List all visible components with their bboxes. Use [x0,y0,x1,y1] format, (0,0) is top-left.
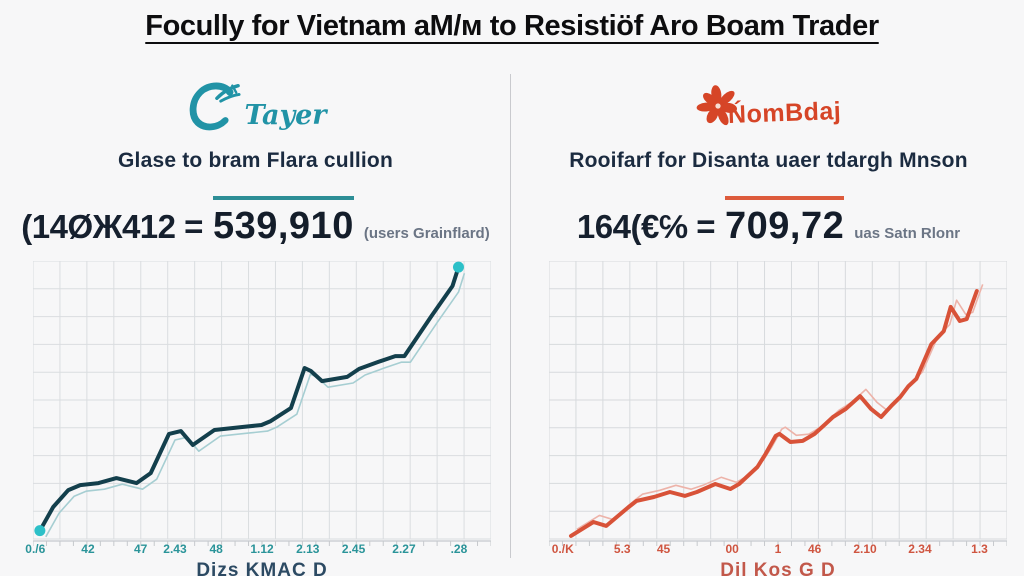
x-tick-label: .28 [450,542,468,556]
x-tick-label: 2.27 [392,542,416,556]
flower-splash-icon [696,83,740,134]
left-line-chart [32,260,492,555]
x-tick-label: 46 [807,542,822,556]
right-chart-caption: Dil Kos G D [720,560,836,576]
x-tick-label: 0./K [551,542,574,556]
x-tick-label: 45 [656,542,671,556]
x-tick-label: 1.3 [971,542,988,556]
x-tick-label: 42 [81,542,95,556]
x-tick-label: 2.10 [853,542,877,556]
x-tick-label: 2.45 [341,542,366,556]
right-panel: ŃomBdaj Rooifarf for Disanta uaer tdargh… [513,0,1024,576]
left-x-axis-labels: 0./6 42 47 2.43 48 1.12 2.13 2.45 2.27 .28 [25,542,491,557]
x-tick-label: 5.3 [613,542,631,556]
tayer-logo-text: Tayer [244,99,327,131]
right-formula-value: 709,72 [724,196,845,248]
x-tick-label: 2.43 [163,542,187,556]
x-tick-label: 2.13 [296,542,320,556]
x-tick-label: 00 [725,542,739,556]
right-formula-suffix: uas Satn Rlonr [854,225,961,242]
right-x-axis-labels: 0./K 5.3 45 00 1 46 2.10 2.34 1.3 [549,542,1007,557]
x-tick-label: 2.34 [908,542,932,556]
x-tick-label: 48 [209,542,223,556]
left-chart-caption: Dizs KMAC D [196,560,328,576]
right-subtitle: Rooifarf for Disanta uaer tdargh Mnson [569,149,968,172]
page-title: Focully for Vietnam aM/м to Resistiöf Ar… [145,10,879,42]
vertical-divider [510,74,511,558]
right-formula-prefix: 164(€℅ = [576,208,716,245]
mombdaj-logo: ŃomBdaj [513,78,1024,138]
mombdaj-logo-text: ŃomBdaj [727,96,842,129]
x-tick-label: 1 [774,542,782,556]
left-formula: (14ØЖ412 = 539,910 (users Grainflard) [0,196,511,248]
left-subtitle: Glase to bram Flara cullion [118,149,393,172]
x-tick-label: 1.12 [250,542,274,556]
right-formula: 164(€℅ = 709,72 uas Satn Rlonr [513,196,1024,248]
right-line-chart [548,260,1008,555]
x-tick-label: 47 [133,542,148,556]
left-formula-prefix: (14ØЖ412 = [21,208,203,245]
left-formula-value: 539,910 [212,196,354,248]
x-tick-label: 0./6 [25,542,46,556]
tayer-logo: Tayer [0,78,511,138]
tayer-swoosh-icon [184,79,242,138]
left-formula-suffix: (users Grainflard) [363,225,490,242]
left-panel: Tayer Glase to bram Flara cullion (14ØЖ4… [0,0,511,576]
